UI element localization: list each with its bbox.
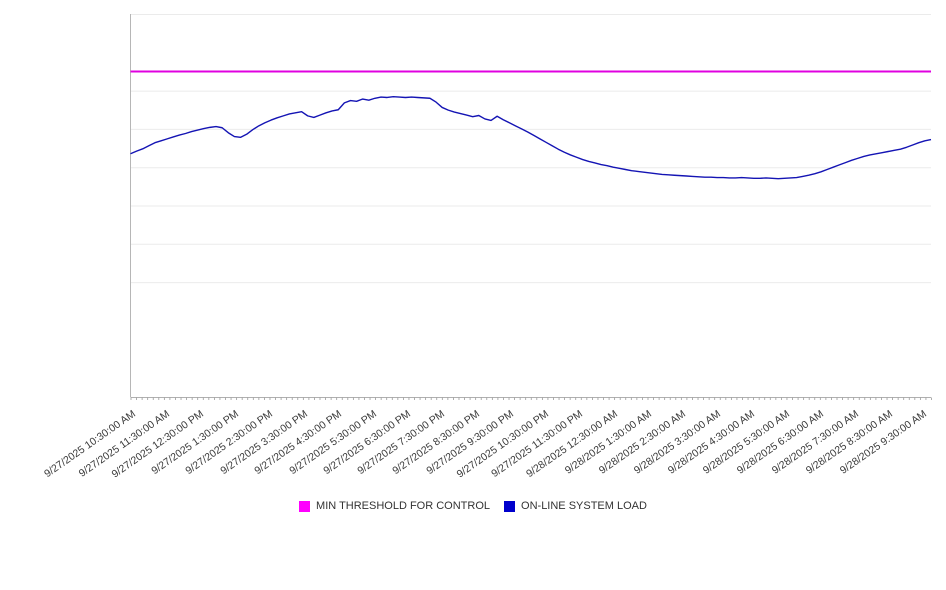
legend-item-online-system-load[interactable]: ON-LINE SYSTEM LOAD (504, 500, 647, 512)
legend-swatch-online-system-load (504, 500, 516, 512)
x-axis-labels: 9/27/2025 10:30:00 AM 9/27/2025 11:30:00 … (0, 400, 946, 490)
series-line-online-system-load (130, 96, 932, 180)
plot-area (130, 14, 932, 400)
line-chart: 9/27/2025 10:30:00 AM 9/27/2025 11:30:00 … (0, 14, 946, 516)
legend-label-online-system-load: ON-LINE SYSTEM LOAD (521, 500, 647, 512)
legend-item-min-threshold[interactable]: MIN THRESHOLD FOR CONTROL (299, 500, 490, 512)
x-axis-ticks (130, 397, 932, 400)
gridlines (130, 14, 931, 284)
chart-legend: MIN THRESHOLD FOR CONTROL ON-LINE SYSTEM… (0, 496, 946, 516)
legend-swatch-min-threshold (299, 500, 311, 512)
legend-label-min-threshold: MIN THRESHOLD FOR CONTROL (316, 500, 491, 512)
